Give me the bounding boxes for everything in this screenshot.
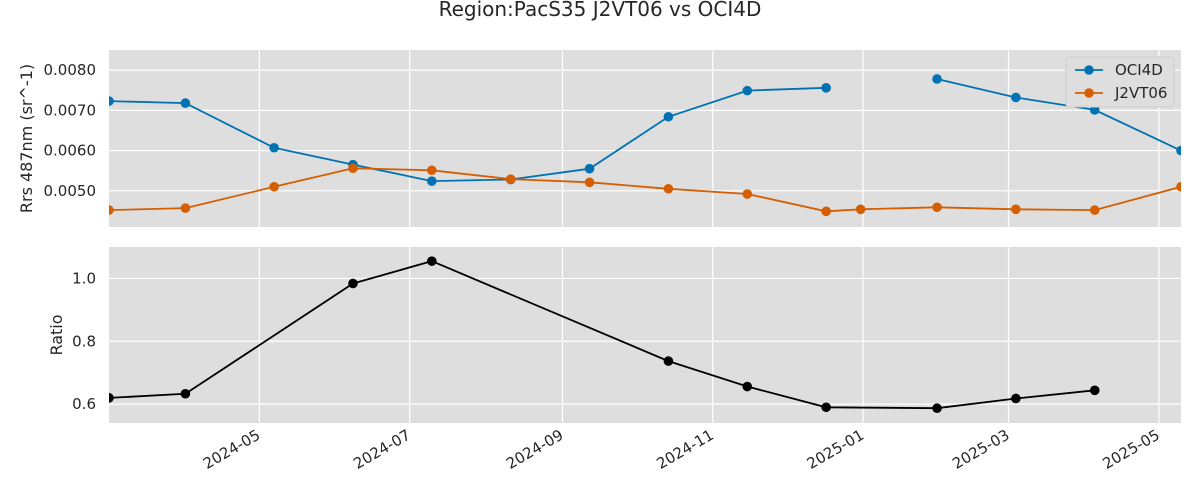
data-point <box>109 205 114 215</box>
data-point <box>584 163 595 174</box>
date-x-axis: 2024-05 2024-07 2024-09 2024-11 2025-01 2025-… <box>200 426 1163 473</box>
y-tick-label: 0.0080 <box>44 61 97 79</box>
data-point <box>269 181 279 192</box>
data-point <box>742 85 753 96</box>
series-ratio <box>109 256 1100 414</box>
data-point <box>663 111 674 122</box>
x-tick-label: 2024-09 <box>503 426 566 473</box>
data-point <box>855 204 866 215</box>
data-point <box>742 381 753 392</box>
data-point <box>180 203 191 213</box>
data-point <box>269 142 279 153</box>
data-point <box>1089 205 1100 215</box>
data-point <box>427 176 437 186</box>
data-point <box>1011 92 1021 103</box>
data-point <box>348 163 358 174</box>
y-tick-label: 0.0050 <box>44 182 97 200</box>
data-point <box>932 403 942 414</box>
x-tick-label: 2025-03 <box>949 426 1012 473</box>
data-point <box>584 177 595 188</box>
data-point <box>932 202 942 213</box>
data-point <box>821 206 831 217</box>
data-point <box>1089 385 1100 396</box>
data-point <box>1089 105 1100 115</box>
data-point <box>427 165 437 176</box>
ratio-panel: 0.6 0.8 1.0 Ratio <box>47 247 1181 423</box>
data-point <box>663 183 674 194</box>
y-axis-label: Ratio <box>47 314 66 355</box>
plot-background <box>109 50 1181 227</box>
y-tick-label: 0.6 <box>72 395 96 413</box>
y-tick-label: 0.0070 <box>44 101 97 119</box>
series-line <box>109 260 1095 410</box>
data-point <box>932 74 942 84</box>
series-line <box>109 78 1181 183</box>
plot-background <box>109 247 1181 423</box>
rrs-panel: 0.0050 0.0060 0.0070 0.0080 Rrs 487nm (sr^-1… <box>17 50 1181 227</box>
x-tick-label: 2024-07 <box>350 426 413 473</box>
data-point <box>1176 145 1181 156</box>
legend-label: OCI4D <box>1115 61 1163 79</box>
data-point <box>1011 393 1021 404</box>
data-point <box>109 96 114 106</box>
legend-marker <box>1084 88 1094 98</box>
data-point <box>663 356 674 366</box>
series-j2vt06 <box>109 163 1181 217</box>
y-tick-label: 0.8 <box>72 332 96 350</box>
y-axis-label: Rrs 487nm (sr^-1) <box>17 64 36 213</box>
data-point <box>180 388 191 399</box>
data-point <box>1011 204 1021 215</box>
data-point <box>348 278 358 289</box>
legend: OCI4D J2VT06 <box>1065 56 1175 108</box>
chart-title: Region:PacS35 J2VT06 vs OCI4D <box>439 0 762 21</box>
y-tick-label: 1.0 <box>72 269 96 287</box>
x-tick-label: 2024-11 <box>653 426 716 473</box>
data-point <box>821 83 831 93</box>
x-tick-label: 2025-05 <box>1100 426 1163 473</box>
data-point <box>505 174 516 184</box>
data-point <box>742 189 753 199</box>
legend-label: J2VT06 <box>1114 84 1167 102</box>
x-tick-label: 2025-01 <box>804 426 867 473</box>
data-point <box>109 393 114 403</box>
data-point <box>821 402 831 413</box>
x-tick-label: 2024-05 <box>200 426 263 473</box>
data-point <box>427 256 437 266</box>
legend-marker <box>1084 65 1094 75</box>
data-point <box>180 98 191 108</box>
data-point <box>1176 181 1181 192</box>
y-tick-label: 0.0060 <box>44 142 97 160</box>
